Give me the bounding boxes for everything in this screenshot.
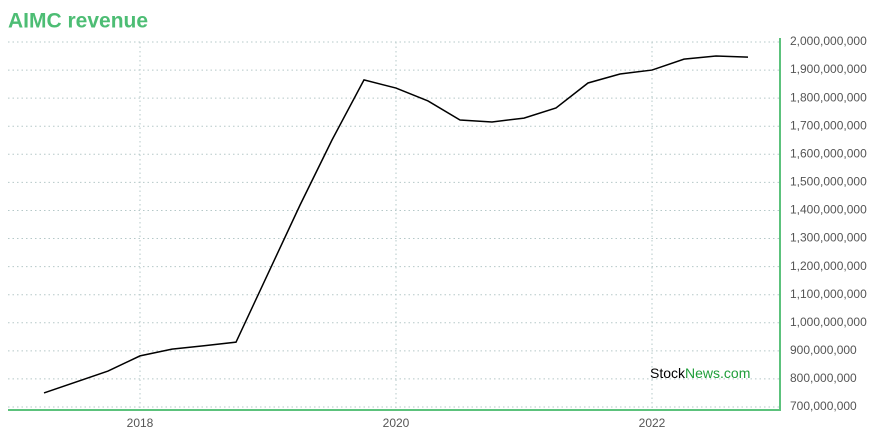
y-tick-label: 1,400,000,000 <box>790 203 867 217</box>
y-tick-label: 1,100,000,000 <box>790 287 867 301</box>
y-tick-label: 1,300,000,000 <box>790 231 867 245</box>
y-tick-label: 700,000,000 <box>790 399 857 413</box>
y-tick-label: 900,000,000 <box>790 343 857 357</box>
y-tick-label: 1,500,000,000 <box>790 175 867 189</box>
x-tick-label: 2018 <box>127 416 154 430</box>
y-tick-label: 1,000,000,000 <box>790 315 867 329</box>
y-tick-label: 800,000,000 <box>790 371 857 385</box>
watermark: StockNews.com <box>650 365 750 381</box>
y-tick-label: 1,700,000,000 <box>790 118 867 132</box>
y-tick-label: 1,900,000,000 <box>790 62 867 76</box>
watermark-part: News.com <box>685 365 750 381</box>
chart-title: AIMC revenue <box>8 10 148 33</box>
y-tick-label: 2,000,000,000 <box>790 34 867 48</box>
y-tick-label: 1,800,000,000 <box>790 90 867 104</box>
x-tick-label: 2022 <box>639 416 666 430</box>
y-tick-label: 1,200,000,000 <box>790 259 867 273</box>
x-tick-label: 2020 <box>383 416 410 430</box>
y-tick-label: 1,600,000,000 <box>790 146 867 160</box>
watermark-part: Stock <box>650 365 686 381</box>
line <box>43 55 749 394</box>
